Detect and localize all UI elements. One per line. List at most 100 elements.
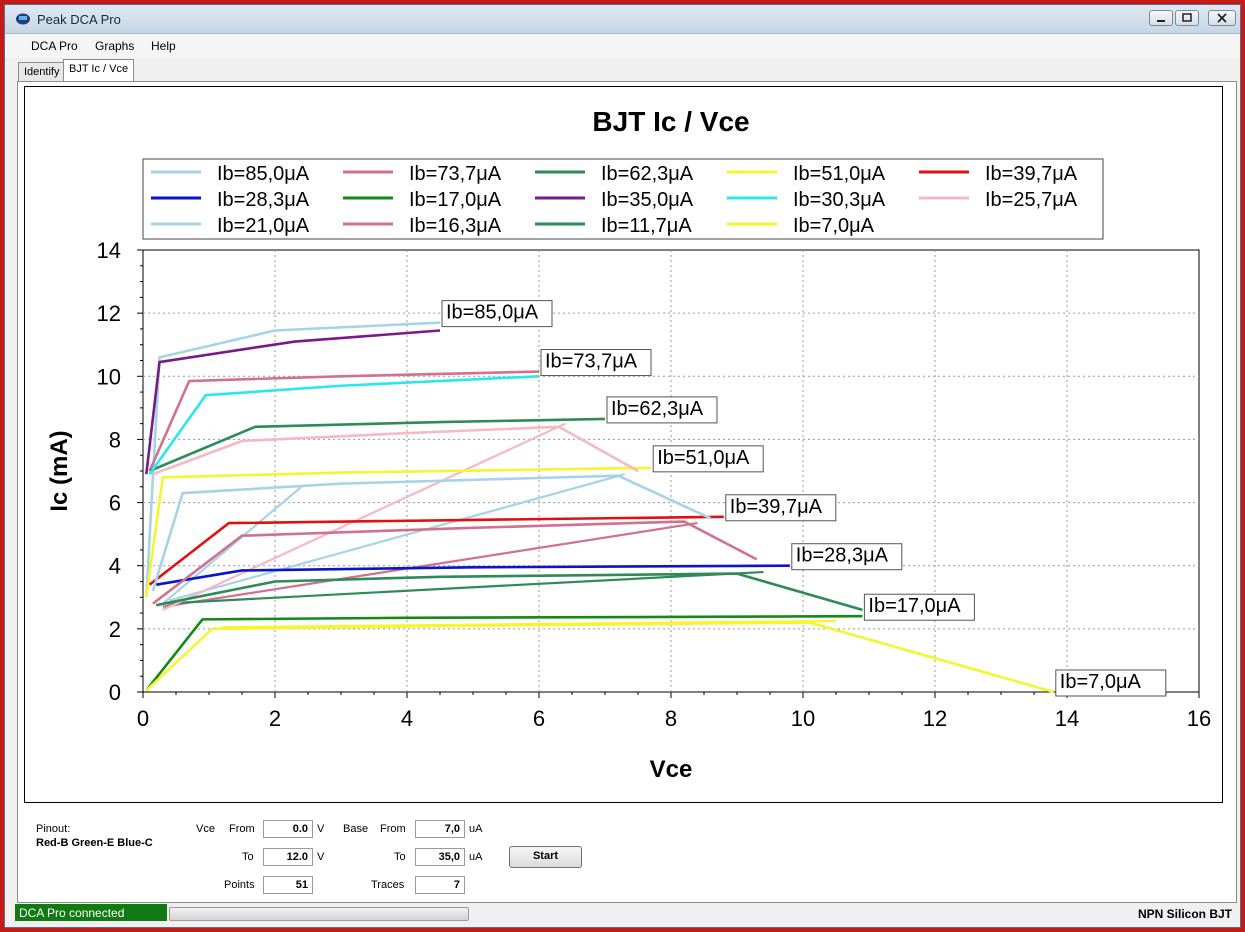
series-line xyxy=(148,370,540,472)
title-bar: Peak DCA Pro xyxy=(5,5,1240,34)
x-tick-label: 12 xyxy=(923,706,947,731)
series-end-label-box xyxy=(540,349,652,377)
y-tick-label: 8 xyxy=(109,427,121,452)
tab-strip: Identify BJT Ic / Vce xyxy=(5,59,1240,81)
legend-label: Ib=16,3μA xyxy=(409,215,502,237)
series-end-label-box xyxy=(791,543,903,571)
traces-label: Traces xyxy=(371,879,405,891)
tab-identify[interactable]: Identify xyxy=(18,62,66,81)
series-end-label-box xyxy=(606,396,718,424)
y-tick-label: 12 xyxy=(97,301,121,326)
series-connector-line xyxy=(169,473,626,602)
points-label: Points xyxy=(224,879,255,891)
series-end-label-box xyxy=(863,593,975,621)
pinout-value: Red-B Green-E Blue-C xyxy=(36,837,153,849)
series-end-label: Ib=28,3μA xyxy=(796,545,889,567)
points-field[interactable]: 51 xyxy=(263,876,313,894)
series-line xyxy=(151,474,712,592)
legend-label: Ib=39,7μA xyxy=(985,163,1078,185)
start-button[interactable]: Start xyxy=(509,846,582,868)
x-tick-label: 16 xyxy=(1187,706,1211,731)
legend-label: Ib=17,0μA xyxy=(409,189,502,211)
legend-label: Ib=30,3μA xyxy=(793,189,886,211)
x-tick-label: 2 xyxy=(269,706,281,731)
series-end-label-box xyxy=(441,300,553,328)
series-connector-line xyxy=(162,485,303,605)
y-tick-label: 4 xyxy=(109,554,121,579)
menu-graphs[interactable]: Graphs xyxy=(95,39,135,53)
series-connector-line xyxy=(162,570,764,605)
legend-label: Ib=21,0μA xyxy=(217,215,310,237)
series-connector-line xyxy=(162,422,566,611)
y-tick-label: 6 xyxy=(109,491,121,516)
vce-to-field[interactable]: 12.0 xyxy=(263,848,313,866)
base-from-field[interactable]: 7,0 xyxy=(415,820,465,838)
minimize-button[interactable] xyxy=(1149,10,1173,26)
y-tick-label: 0 xyxy=(109,680,121,705)
series-line xyxy=(145,329,441,475)
y-tick-label: 14 xyxy=(97,238,121,263)
x-tick-label: 14 xyxy=(1055,706,1079,731)
legend-label: Ib=25,7μA xyxy=(985,189,1078,211)
series-end-label-box xyxy=(1055,669,1167,697)
status-bar: DCA Pro connected NPN Silicon BJT xyxy=(5,903,1240,925)
base-to-field[interactable]: 35,0 xyxy=(415,848,465,866)
base-from-label: From xyxy=(380,823,406,835)
chart-container: BJT Ic / Vce 0 2 4 6 8 10 12 14 16 0 2 4 6 8 10 12 14 Vce I… xyxy=(24,86,1223,803)
legend-label: Ib=62,3μA xyxy=(601,163,694,185)
x-tick-label: 4 xyxy=(401,706,413,731)
menu-dca-pro[interactable]: DCA Pro xyxy=(31,39,78,53)
series-line xyxy=(155,572,863,612)
maximize-button[interactable] xyxy=(1175,10,1199,26)
progress-bar xyxy=(169,907,469,921)
series-line xyxy=(155,564,790,586)
vce-from-label: From xyxy=(229,823,255,835)
tab-bjt-ic-vce[interactable]: BJT Ic / Vce xyxy=(63,59,135,81)
x-axis-label: Vce xyxy=(650,756,693,783)
base-label: Base xyxy=(343,823,369,835)
series-end-label: Ib=17,0μA xyxy=(868,595,961,617)
series-line xyxy=(145,614,863,692)
legend-label: Ib=73,7μA xyxy=(409,163,502,185)
legend-label: Ib=11,7μA xyxy=(601,215,692,237)
x-tick-label: 10 xyxy=(791,706,815,731)
series-line xyxy=(149,417,606,473)
base-to-unit: uA xyxy=(469,851,483,863)
y-tick-label: 2 xyxy=(109,617,121,642)
x-tick-label: 0 xyxy=(137,706,149,731)
chart-title: BJT Ic / Vce xyxy=(592,106,749,137)
legend-label: Ib=51,0μA xyxy=(793,163,886,185)
series-end-label-box xyxy=(725,494,837,522)
controls-panel: Pinout: Red-B Green-E Blue-C Vce From 0.… xyxy=(18,812,1236,902)
series-line xyxy=(148,515,724,586)
series-line xyxy=(152,425,639,476)
minimize-icon xyxy=(1157,20,1165,22)
vce-to-unit: V xyxy=(317,851,325,863)
legend-label: Ib=7,0μA xyxy=(793,215,875,237)
x-tick-label: 8 xyxy=(665,706,677,731)
series-end-label: Ib=7,0μA xyxy=(1060,671,1142,693)
series-line xyxy=(145,466,652,598)
series-end-label: Ib=51,0μA xyxy=(657,447,750,469)
connection-status: DCA Pro connected xyxy=(15,904,167,921)
series-line xyxy=(148,374,540,475)
series-end-label: Ib=73,7μA xyxy=(545,351,638,373)
close-button[interactable] xyxy=(1208,10,1236,26)
series-connector-line xyxy=(162,522,698,608)
ic-vce-chart: BJT Ic / Vce 0 2 4 6 8 10 12 14 16 0 2 4 6 8 10 12 14 Vce I… xyxy=(46,106,1211,783)
tab-panel: BJT Ic / Vce 0 2 4 6 8 10 12 14 16 0 2 4 6 8 10 12 14 Vce I… xyxy=(17,81,1237,903)
series-end-label: Ib=85,0μA xyxy=(446,302,539,324)
menu-bar: DCA Pro Graphs Help xyxy=(5,34,1240,58)
close-icon xyxy=(1217,13,1227,23)
traces-field[interactable]: 7 xyxy=(415,876,465,894)
legend-label: Ib=28,3μA xyxy=(217,189,310,211)
pinout-label: Pinout: xyxy=(36,823,71,835)
base-from-unit: uA xyxy=(469,823,483,835)
series-line xyxy=(145,321,441,598)
legend-label: Ib=35,0μA xyxy=(601,189,694,211)
menu-help[interactable]: Help xyxy=(151,39,176,53)
vce-label: Vce xyxy=(196,823,215,835)
vce-from-field[interactable]: 0.0 xyxy=(263,820,313,838)
series-end-label: Ib=39,7μA xyxy=(730,496,823,518)
legend-label: Ib=85,0μA xyxy=(217,163,310,185)
